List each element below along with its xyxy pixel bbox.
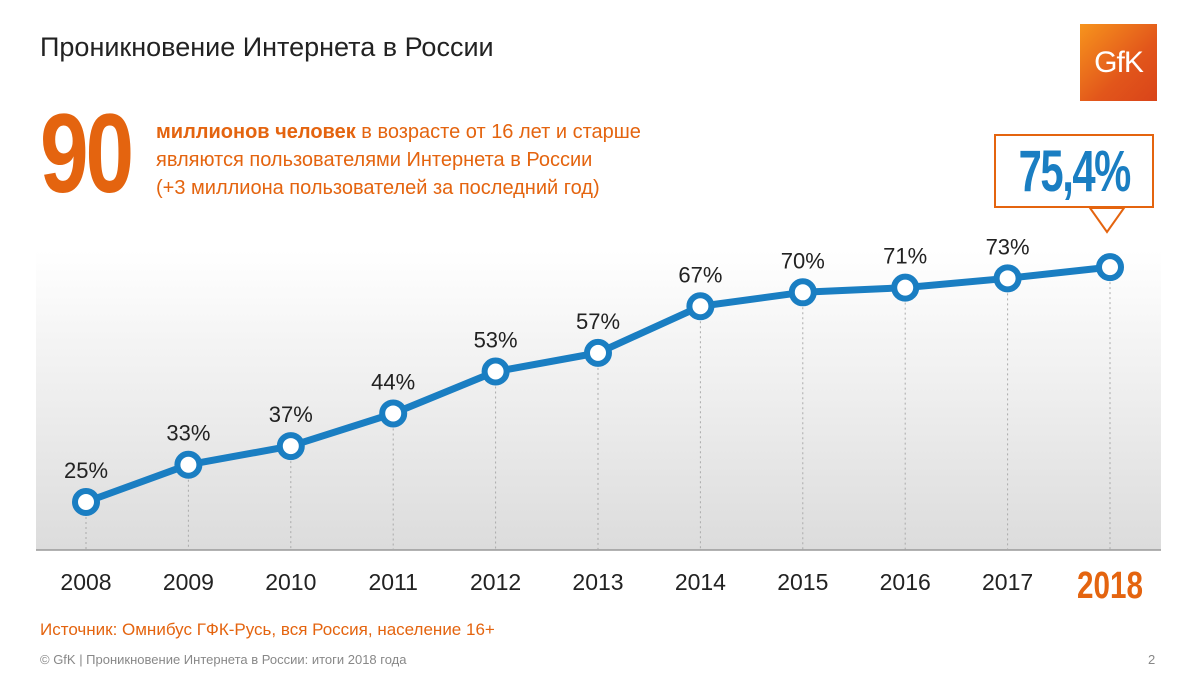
data-label: 70% [781,248,825,273]
desc-line1: в возрасте от 16 лет и старше [355,121,641,143]
callout-pointer [1088,207,1126,234]
data-point [686,292,715,321]
source-note: Источник: Омнибус ГФК-Русь, вся Россия, … [40,620,495,639]
data-point [276,432,305,461]
data-point [584,338,612,367]
data-label: 37% [269,402,313,427]
data-label: 33% [166,421,210,446]
gfk-logo: GfK [1080,24,1157,101]
page-number: 2 [1148,652,1156,667]
data-point [1096,253,1124,282]
data-point [379,399,408,428]
data-point [788,278,817,307]
data-point [481,357,510,386]
page-title: Проникновение Интернета в России [40,32,494,62]
x-tick-label: 2014 [675,569,726,595]
data-label: 25% [64,458,108,483]
x-tick-label: 2010 [265,569,316,595]
callout-value: 75,4% [1018,138,1131,204]
data-point [993,264,1022,293]
x-tick-label: 2013 [572,569,623,595]
x-tick-label: 2016 [880,569,931,595]
x-tick-label: 2009 [163,569,214,595]
x-tick-label: 2012 [470,569,521,595]
x-tick-label: 2018 [1077,565,1143,607]
plot-background [36,250,1161,550]
data-label: 44% [371,369,415,394]
data-point [72,488,100,516]
data-label: 71% [883,244,927,269]
footer-text: © GfK | Проникновение Интернета в России… [40,652,407,667]
big-number: 90 [40,91,134,216]
x-tick-label: 2008 [60,569,111,595]
x-tick-label: 2015 [777,569,828,595]
data-label: 57% [576,309,620,334]
desc-line3: (+3 миллиона пользователей за последний … [156,177,600,199]
callout-box: 75,4% [994,134,1154,208]
data-point [891,273,920,302]
x-tick-label: 2011 [368,569,417,595]
highlight-description: миллионов человек в возрасте от 16 лет и… [156,118,641,202]
data-point [174,450,203,479]
data-label: 53% [474,328,518,353]
desc-bold: миллионов человек [156,121,356,143]
data-label: 67% [678,262,722,287]
data-label: 73% [986,234,1030,259]
x-tick-label: 2017 [982,569,1033,595]
desc-line2: являются пользователями Интернета в Росс… [156,149,593,171]
